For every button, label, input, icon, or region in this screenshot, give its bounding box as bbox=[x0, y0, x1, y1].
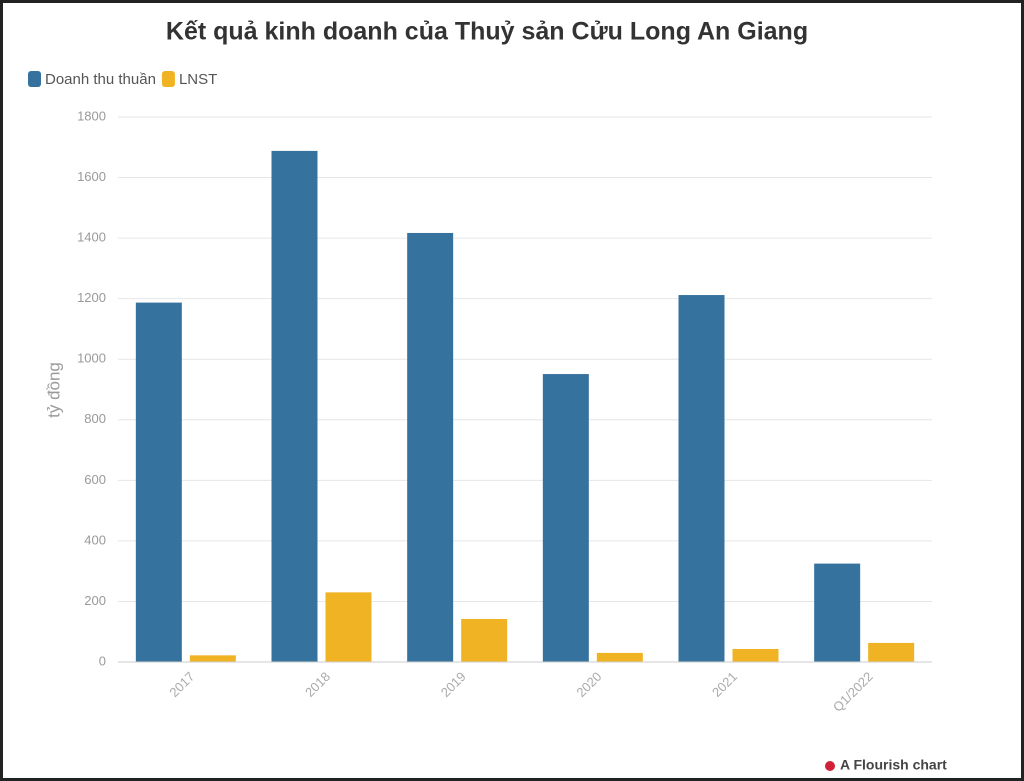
bar bbox=[542, 374, 589, 662]
x-tick-label: 2017 bbox=[166, 669, 197, 700]
bar bbox=[678, 295, 725, 662]
x-tick-label: 2021 bbox=[709, 669, 740, 700]
y-axis-label: tỷ đồng bbox=[44, 362, 63, 418]
bar bbox=[596, 652, 643, 662]
y-tick-label: 600 bbox=[84, 472, 106, 487]
credit-icon bbox=[825, 761, 835, 771]
bar bbox=[461, 619, 508, 662]
bar bbox=[135, 302, 182, 662]
y-tick-label: 0 bbox=[99, 653, 106, 668]
bar bbox=[732, 648, 779, 662]
y-tick-label: 200 bbox=[84, 593, 106, 608]
y-tick-label: 800 bbox=[84, 411, 106, 426]
bar bbox=[325, 592, 372, 662]
y-tick-label: 400 bbox=[84, 532, 106, 547]
bar bbox=[189, 655, 236, 662]
y-tick-label: 1800 bbox=[77, 108, 106, 123]
x-tick-label: 2019 bbox=[438, 669, 469, 700]
credit[interactable]: A Flourish chart bbox=[825, 757, 947, 773]
legend-label: LNST bbox=[179, 71, 217, 88]
y-tick-label: 1200 bbox=[77, 290, 106, 305]
bar bbox=[868, 642, 915, 662]
y-tick-label: 1600 bbox=[77, 169, 106, 184]
legend-swatch bbox=[28, 71, 41, 87]
chart-title: Kết quả kinh doanh của Thuỷ sản Cửu Long… bbox=[166, 18, 808, 46]
legend-swatch bbox=[161, 71, 175, 87]
bar bbox=[407, 232, 454, 663]
y-tick-label: 1000 bbox=[77, 351, 106, 366]
bar bbox=[814, 563, 861, 662]
legend-label: Doanh thu thuần bbox=[45, 71, 156, 88]
bar bbox=[271, 150, 318, 662]
credit-text[interactable]: A Flourish chart bbox=[840, 757, 947, 773]
x-tick-label: Q1/2022 bbox=[830, 669, 876, 715]
x-tick-label: 2018 bbox=[302, 669, 333, 700]
y-tick-label: 1400 bbox=[77, 230, 106, 245]
x-tick-label: 2020 bbox=[573, 669, 604, 700]
